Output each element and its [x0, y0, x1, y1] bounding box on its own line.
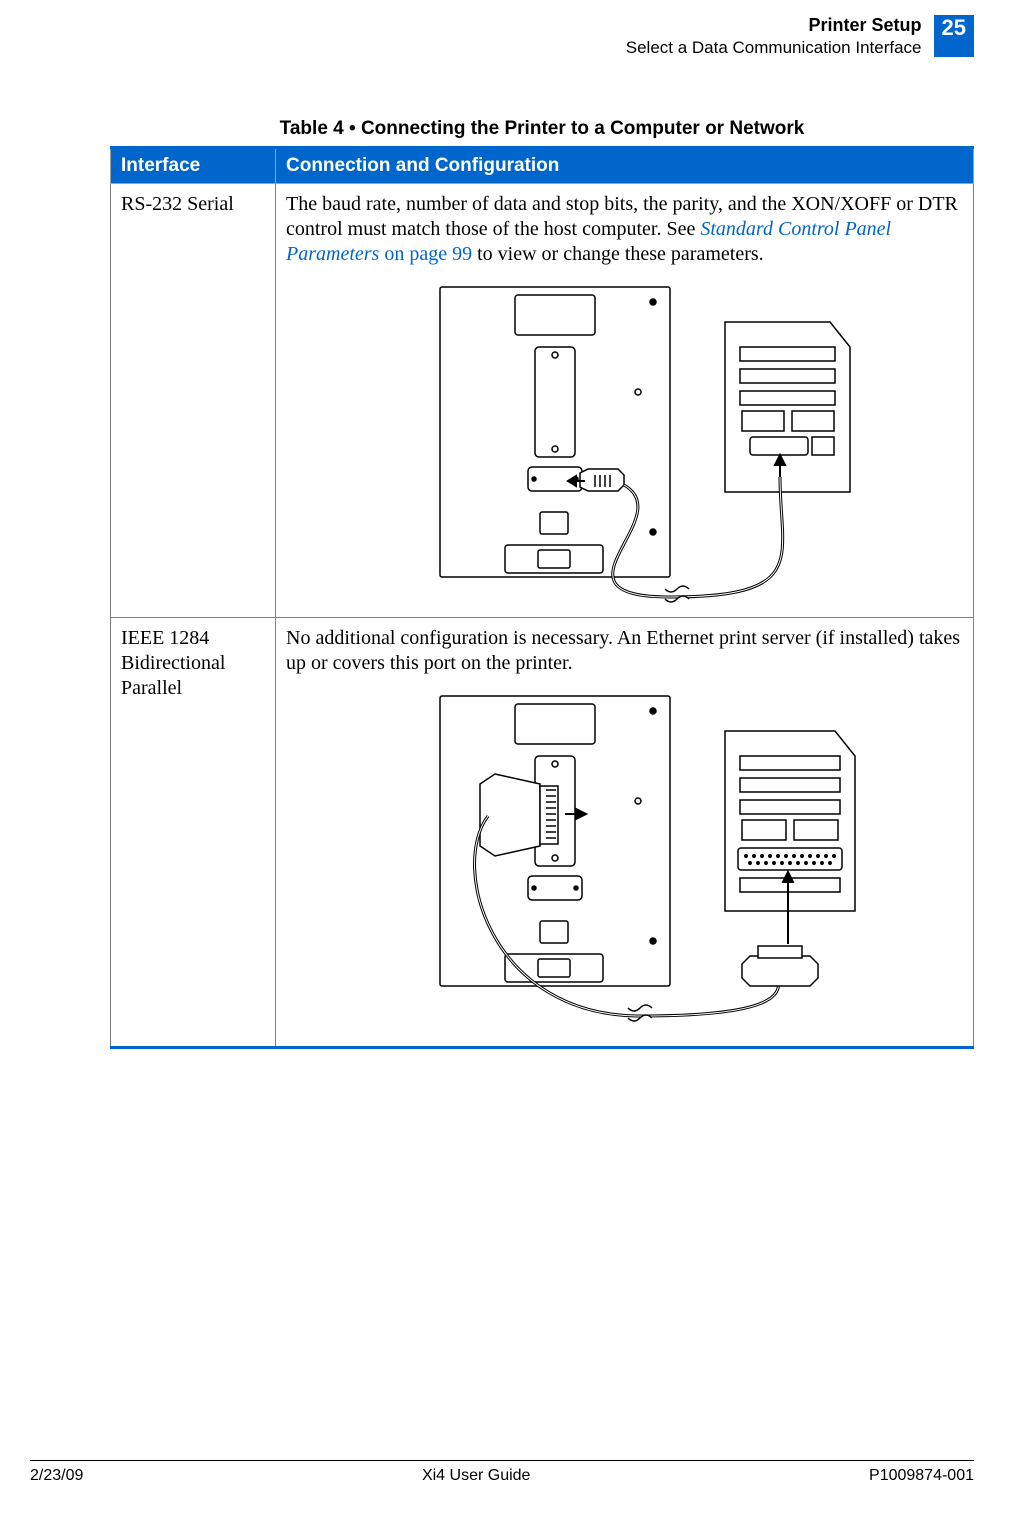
row1-text: No additional configuration is necessary… — [286, 627, 960, 674]
page-header: Printer Setup Select a Data Communicatio… — [110, 15, 974, 58]
footer-doc-id: P1009874-001 — [869, 1467, 974, 1485]
parallel-connection-diagram — [380, 686, 870, 1036]
header-title: Printer Setup — [626, 15, 922, 36]
cell-interface: IEEE 1284 Bidirectional Parallel — [111, 618, 276, 1048]
footer-guide: Xi4 User Guide — [422, 1467, 531, 1485]
col-config: Connection and Configuration — [276, 148, 974, 184]
footer-date: 2/23/09 — [30, 1467, 83, 1485]
row0-text-after: to view or change these parameters. — [472, 243, 764, 265]
table-row: RS-232 Serial The baud rate, number of d… — [111, 184, 974, 618]
col-interface: Interface — [111, 148, 276, 184]
cell-config: The baud rate, number of data and stop b… — [276, 184, 974, 618]
page-footer: 2/23/09 Xi4 User Guide P1009874-001 — [0, 1460, 1024, 1485]
table-caption: Table 4 • Connecting the Printer to a Co… — [110, 118, 974, 140]
serial-connection-diagram — [380, 277, 870, 607]
header-subtitle: Select a Data Communication Interface — [626, 38, 922, 58]
table-row: IEEE 1284 Bidirectional Parallel No addi… — [111, 618, 974, 1048]
cell-config: No additional configuration is necessary… — [276, 618, 974, 1048]
connection-table: Interface Connection and Configuration R… — [110, 146, 974, 1049]
cross-ref-page[interactable]: on page 99 — [379, 243, 472, 265]
cell-interface: RS-232 Serial — [111, 184, 276, 618]
page-number-badge: 25 — [934, 15, 974, 57]
